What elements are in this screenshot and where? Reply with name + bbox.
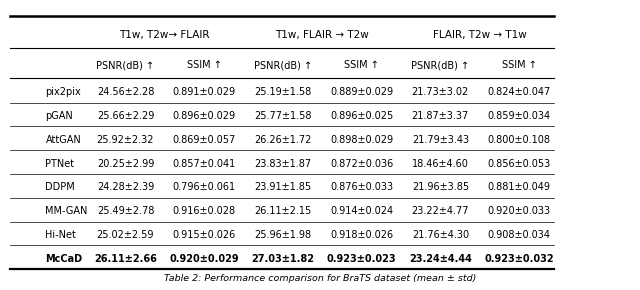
Text: 21.96±3.85: 21.96±3.85	[412, 182, 469, 192]
Text: Hi-Net: Hi-Net	[45, 230, 76, 240]
Text: 0.889±0.029: 0.889±0.029	[330, 87, 393, 97]
Text: 25.02±2.59: 25.02±2.59	[97, 230, 154, 240]
Text: SSIM ↑: SSIM ↑	[502, 60, 536, 70]
Text: 0.908±0.034: 0.908±0.034	[488, 230, 550, 240]
Text: 26.26±1.72: 26.26±1.72	[254, 135, 312, 145]
Text: PSNR(dB) ↑: PSNR(dB) ↑	[97, 60, 154, 70]
Text: pix2pix: pix2pix	[45, 87, 81, 97]
Text: 21.76±4.30: 21.76±4.30	[412, 230, 469, 240]
Text: 23.91±1.85: 23.91±1.85	[254, 182, 312, 192]
Text: 25.66±2.29: 25.66±2.29	[97, 111, 154, 121]
Text: McCaD: McCaD	[45, 254, 83, 264]
Text: 0.920±0.033: 0.920±0.033	[488, 206, 550, 216]
Text: 0.916±0.028: 0.916±0.028	[173, 206, 236, 216]
Text: 24.56±2.28: 24.56±2.28	[97, 87, 154, 97]
Text: 26.11±2.66: 26.11±2.66	[94, 254, 157, 264]
Text: 0.923±0.032: 0.923±0.032	[484, 254, 554, 264]
Text: 26.11±2.15: 26.11±2.15	[254, 206, 312, 216]
Text: 24.28±2.39: 24.28±2.39	[97, 182, 154, 192]
Text: 0.859±0.034: 0.859±0.034	[488, 111, 550, 121]
Text: PSNR(dB) ↑: PSNR(dB) ↑	[412, 60, 469, 70]
Text: 0.856±0.053: 0.856±0.053	[488, 159, 550, 168]
Text: SSIM ↑: SSIM ↑	[344, 60, 379, 70]
Text: 20.25±2.99: 20.25±2.99	[97, 159, 154, 168]
Text: Table 2: Performance comparison for BraTS dataset (mean ± std): Table 2: Performance comparison for BraT…	[164, 274, 476, 283]
Text: 0.923±0.023: 0.923±0.023	[327, 254, 396, 264]
Text: PSNR(dB) ↑: PSNR(dB) ↑	[254, 60, 312, 70]
Text: 27.03±1.82: 27.03±1.82	[252, 254, 314, 264]
Text: pGAN: pGAN	[45, 111, 73, 121]
Text: 0.869±0.057: 0.869±0.057	[173, 135, 236, 145]
Text: 23.22±4.77: 23.22±4.77	[412, 206, 469, 216]
Text: 0.796±0.061: 0.796±0.061	[173, 182, 236, 192]
Text: 0.915±0.026: 0.915±0.026	[173, 230, 236, 240]
Text: 0.824±0.047: 0.824±0.047	[488, 87, 550, 97]
Text: 21.87±3.37: 21.87±3.37	[412, 111, 469, 121]
Text: 0.800±0.108: 0.800±0.108	[488, 135, 550, 145]
Text: 0.896±0.025: 0.896±0.025	[330, 111, 393, 121]
Text: FLAIR, T2w → T1w: FLAIR, T2w → T1w	[433, 30, 527, 40]
Text: 0.914±0.024: 0.914±0.024	[330, 206, 393, 216]
Text: 25.77±1.58: 25.77±1.58	[254, 111, 312, 121]
Text: 23.83±1.87: 23.83±1.87	[254, 159, 312, 168]
Text: T1w, FLAIR → T2w: T1w, FLAIR → T2w	[275, 30, 369, 40]
Text: AttGAN: AttGAN	[45, 135, 81, 145]
Text: 25.92±2.32: 25.92±2.32	[97, 135, 154, 145]
Text: 21.73±3.02: 21.73±3.02	[412, 87, 469, 97]
Text: 0.918±0.026: 0.918±0.026	[330, 230, 393, 240]
Text: 0.872±0.036: 0.872±0.036	[330, 159, 393, 168]
Text: 0.881±0.049: 0.881±0.049	[488, 182, 550, 192]
Text: 0.857±0.041: 0.857±0.041	[173, 159, 236, 168]
Text: 0.898±0.029: 0.898±0.029	[330, 135, 393, 145]
Text: 25.19±1.58: 25.19±1.58	[254, 87, 312, 97]
Text: 23.24±4.44: 23.24±4.44	[409, 254, 472, 264]
Text: T1w, T2w→ FLAIR: T1w, T2w→ FLAIR	[120, 30, 210, 40]
Text: DDPM: DDPM	[45, 182, 75, 192]
Text: 0.920±0.029: 0.920±0.029	[170, 254, 239, 264]
Text: 25.96±1.98: 25.96±1.98	[254, 230, 312, 240]
Text: SSIM ↑: SSIM ↑	[187, 60, 221, 70]
Text: 21.79±3.43: 21.79±3.43	[412, 135, 469, 145]
Text: 25.49±2.78: 25.49±2.78	[97, 206, 154, 216]
Text: 0.891±0.029: 0.891±0.029	[173, 87, 236, 97]
Text: 0.876±0.033: 0.876±0.033	[330, 182, 393, 192]
Text: 18.46±4.60: 18.46±4.60	[412, 159, 468, 168]
Text: MM-GAN: MM-GAN	[45, 206, 88, 216]
Text: PTNet: PTNet	[45, 159, 75, 168]
Text: 0.896±0.029: 0.896±0.029	[173, 111, 236, 121]
